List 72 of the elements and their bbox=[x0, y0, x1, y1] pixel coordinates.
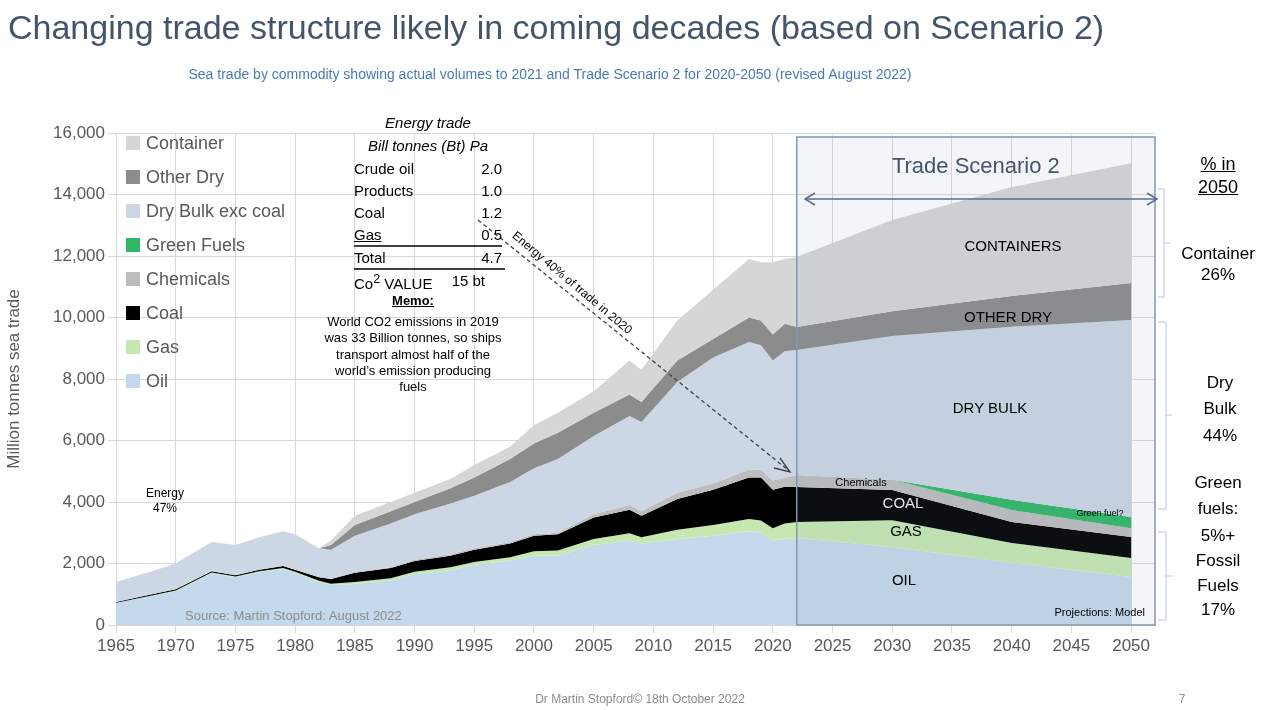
x-tick-label: 2050 bbox=[1112, 635, 1151, 655]
x-tick-label: 1980 bbox=[276, 635, 315, 655]
chart-title: Changing trade structure likely in coming decades (based on Scenario 2) bbox=[8, 7, 1105, 48]
annotation: OIL bbox=[891, 571, 917, 590]
legend-label: Gas bbox=[146, 336, 180, 358]
y-tick-label: 8,000 bbox=[62, 368, 105, 388]
annotation: Products bbox=[354, 182, 414, 201]
annotation: Gas bbox=[354, 226, 382, 245]
y-tick-label: 10,000 bbox=[53, 307, 105, 327]
text: Green fuels: 5%+ bbox=[1193, 472, 1243, 547]
text: 7 bbox=[1178, 692, 1186, 707]
x-tick-label: 2025 bbox=[813, 635, 852, 655]
x-tick-label: 1975 bbox=[216, 635, 255, 655]
annotation: 1.2 bbox=[481, 204, 502, 223]
annotation: 1.0 bbox=[481, 182, 502, 201]
annotation: World CO2 emissions in 2019 was 33 Billion tonnes, so ships transport almost half of the world’s emission producing fuels bbox=[323, 314, 503, 396]
y-tick-label: 12,000 bbox=[53, 245, 105, 265]
x-tick-label: 2035 bbox=[933, 635, 971, 655]
y-tick-label: 6,000 bbox=[62, 430, 105, 450]
x-tick-label: 2030 bbox=[873, 635, 912, 655]
y-tick-label: 4,000 bbox=[62, 491, 105, 511]
text: Dry Bulk 44% bbox=[1202, 372, 1238, 447]
x-tick-label: 2045 bbox=[1052, 635, 1091, 655]
annotation: 15 bt bbox=[451, 272, 485, 291]
x-tick-label: 1990 bbox=[395, 635, 434, 655]
annotation: Coal bbox=[354, 204, 385, 223]
legend-label: Coal bbox=[146, 302, 184, 324]
legend-label: Other Dry bbox=[146, 166, 225, 188]
x-tick-label: 2015 bbox=[694, 635, 733, 655]
legend-label: Chemicals bbox=[146, 268, 231, 290]
x-tick-label: 1965 bbox=[97, 635, 135, 655]
x-tick-label: 2020 bbox=[753, 635, 792, 655]
y-tick-label: 16,000 bbox=[53, 122, 105, 142]
legend-label: Green Fuels bbox=[146, 234, 246, 256]
x-tick-label: 1985 bbox=[335, 635, 374, 655]
annotation: Source: Martin Stopford: August 2022 bbox=[185, 608, 402, 625]
annotation: 0.5 bbox=[481, 226, 502, 245]
legend-label: Container bbox=[146, 132, 225, 154]
annotation: DRY BULK bbox=[952, 399, 1028, 418]
y-tick-label: 2,000 bbox=[62, 553, 105, 573]
text: % in 2050 bbox=[1196, 153, 1239, 198]
annotation: Energy 47% bbox=[145, 486, 185, 516]
x-tick-label: 2010 bbox=[634, 635, 673, 655]
annotation: GAS bbox=[890, 522, 922, 541]
annotation: 2.0 bbox=[481, 160, 502, 179]
y-tick-label: 14,000 bbox=[53, 184, 105, 204]
text: Container 26% bbox=[1180, 243, 1256, 286]
x-tick-label: 2040 bbox=[992, 635, 1031, 655]
annotation: COAL bbox=[882, 494, 924, 513]
annotation: Memo: bbox=[392, 293, 434, 310]
legend-label: Dry Bulk exc coal bbox=[146, 200, 286, 222]
y-tick-label: 0 bbox=[95, 614, 105, 634]
y-axis-title: Million tonnes sea trade bbox=[3, 289, 23, 469]
chart-subtitle: Sea trade by commodity showing actual volumes to 2021 and Trade Scenario 2 for 2020-2050 (revised August 2022) bbox=[187, 66, 913, 84]
annotation: Projections: Model bbox=[1054, 606, 1145, 620]
annotation: Bill tonnes (Bt) Pa bbox=[367, 137, 489, 156]
x-tick-label: 1995 bbox=[455, 635, 494, 655]
annotation: Crude oil bbox=[354, 160, 415, 179]
band-label: Trade Scenario 2 bbox=[891, 153, 1060, 179]
annotation: CONTAINERS bbox=[964, 237, 1062, 256]
annotation: OTHER DRY bbox=[963, 308, 1053, 327]
annotation: 4.7 bbox=[481, 249, 502, 268]
text: Fossil Fuels 17% bbox=[1194, 550, 1242, 622]
x-tick-label: 2005 bbox=[574, 635, 613, 655]
annotation: Co$^{2}$ VALUE bbox=[354, 272, 433, 294]
x-tick-label: 1970 bbox=[156, 635, 195, 655]
text: Dr Martin Stopford© 18th October 2022 bbox=[535, 692, 745, 707]
legend-label: Oil bbox=[146, 370, 168, 392]
annotation: Total bbox=[354, 249, 386, 268]
annotation: Chemicals bbox=[835, 476, 887, 490]
x-tick-label: 2000 bbox=[515, 635, 553, 655]
text: Energy trade bbox=[385, 114, 471, 133]
